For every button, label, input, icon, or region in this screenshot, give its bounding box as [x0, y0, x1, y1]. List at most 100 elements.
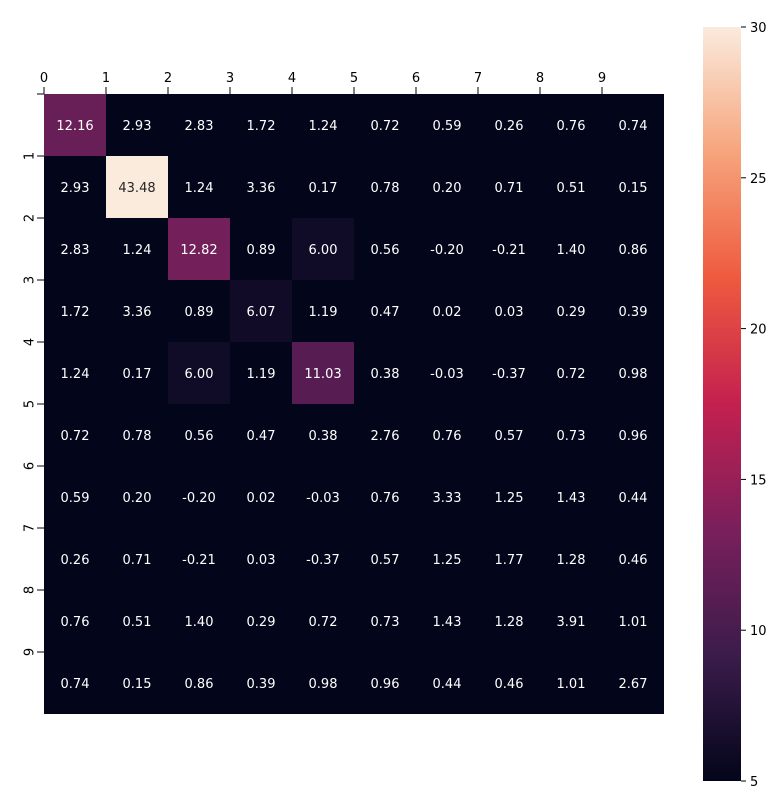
- cell-value-label: 0.57: [495, 429, 524, 444]
- x-tick-label: 5: [350, 71, 358, 86]
- y-tick-label: 8: [23, 586, 38, 594]
- cell-value-label: 0.72: [309, 615, 338, 630]
- heatmap-cell-r2-c9: [602, 218, 664, 280]
- x-tick-label: 1: [102, 71, 110, 86]
- heatmap-cell-r1-c0: [44, 156, 106, 218]
- cell-value-label: 2.93: [61, 181, 90, 196]
- x-tick-label: 0: [40, 71, 48, 86]
- y-tick-label: 6: [23, 462, 38, 470]
- heatmap-cell-r2-c2: [168, 218, 230, 280]
- y-tick-label: 2: [23, 214, 38, 222]
- heatmap-cell-r8-c3: [230, 590, 292, 652]
- cell-value-label: 1.19: [309, 305, 338, 320]
- heatmap-cell-r3-c0: [44, 280, 106, 342]
- heatmap-cell-r0-c0: [44, 94, 106, 156]
- heatmap-cell-r8-c8: [540, 590, 602, 652]
- cell-value-label: 6.07: [247, 305, 276, 320]
- cell-value-label: 0.39: [247, 677, 276, 692]
- cell-value-label: 0.74: [61, 677, 90, 692]
- cell-value-label: 0.15: [123, 677, 152, 692]
- heatmap-cell-r4-c9: [602, 342, 664, 404]
- heatmap-cell-r7-c8: [540, 528, 602, 590]
- heatmap-cell-r6-c2: [168, 466, 230, 528]
- cell-value-label: 0.86: [619, 243, 648, 258]
- cell-value-label: 1.40: [557, 243, 586, 258]
- cell-value-label: -0.03: [430, 367, 464, 382]
- cell-value-label: 0.15: [619, 181, 648, 196]
- cell-value-label: 3.33: [433, 491, 462, 506]
- cell-value-label: 0.44: [619, 491, 648, 506]
- heatmap-cell-r7-c7: [478, 528, 540, 590]
- x-tick-label: 3: [226, 71, 234, 86]
- x-tick-label: 7: [474, 71, 482, 86]
- cell-value-label: 0.73: [557, 429, 586, 444]
- heatmap-cell-r3-c3: [230, 280, 292, 342]
- cell-value-label: 1.24: [309, 119, 338, 134]
- cell-value-label: 0.96: [371, 677, 400, 692]
- cell-value-label: 0.26: [61, 553, 90, 568]
- cell-value-label: 0.89: [185, 305, 214, 320]
- heatmap-cell-r6-c8: [540, 466, 602, 528]
- heatmap-cell-r1-c9: [602, 156, 664, 218]
- cell-value-label: 3.36: [123, 305, 152, 320]
- heatmap-cell-r9-c2: [168, 652, 230, 714]
- cell-value-label: 0.02: [247, 491, 276, 506]
- cell-value-label: 0.74: [619, 119, 648, 134]
- cell-value-label: 1.72: [247, 119, 276, 134]
- heatmap-cell-r1-c4: [292, 156, 354, 218]
- heatmap-cell-r2-c0: [44, 218, 106, 280]
- cell-value-label: 0.20: [123, 491, 152, 506]
- cell-value-label: 0.47: [247, 429, 276, 444]
- cell-value-label: 0.38: [309, 429, 338, 444]
- heatmap-cell-r0-c7: [478, 94, 540, 156]
- heatmap-cell-r1-c1: [106, 156, 168, 218]
- x-axis: 0 1 2 3 4 5 6 7 8 9: [40, 71, 606, 94]
- heatmap-cell-r5-c9: [602, 404, 664, 466]
- x-tick-label: 4: [288, 71, 296, 86]
- cell-value-label: 2.83: [61, 243, 90, 258]
- cell-value-label: 0.96: [619, 429, 648, 444]
- heatmap-cell-r1-c3: [230, 156, 292, 218]
- cell-value-label: 0.51: [123, 615, 152, 630]
- cell-value-label: 2.67: [619, 677, 648, 692]
- cell-value-label: 1.24: [123, 243, 152, 258]
- heatmap-cell-r8-c1: [106, 590, 168, 652]
- heatmap-cell-r0-c6: [416, 94, 478, 156]
- cell-value-label: 1.01: [557, 677, 586, 692]
- colorbar: 5 10 15 20 25 30: [703, 21, 767, 790]
- cell-value-label: 1.24: [185, 181, 214, 196]
- heatmap-cell-r6-c1: [106, 466, 168, 528]
- y-tick-label: 9: [23, 648, 38, 656]
- cell-value-label: 1.19: [247, 367, 276, 382]
- heatmap-cell-r6-c6: [416, 466, 478, 528]
- cell-value-label: -0.20: [430, 243, 464, 258]
- cell-value-label: 0.71: [123, 553, 152, 568]
- cell-value-label: 0.03: [495, 305, 524, 320]
- cell-value-label: -0.37: [306, 553, 340, 568]
- heatmap-cell-r7-c6: [416, 528, 478, 590]
- heatmap-cell-r9-c3: [230, 652, 292, 714]
- cell-value-label: 1.25: [495, 491, 524, 506]
- cell-value-label: -0.21: [182, 553, 216, 568]
- cell-value-label: 0.59: [61, 491, 90, 506]
- colorbar-tick-label: 5: [750, 775, 758, 790]
- heatmap-cell-r8-c7: [478, 590, 540, 652]
- heatmap-cell-r8-c5: [354, 590, 416, 652]
- heatmap-cell-r3-c2: [168, 280, 230, 342]
- cell-value-label: -0.20: [182, 491, 216, 506]
- heatmap-cell-r3-c1: [106, 280, 168, 342]
- cell-value-label: 0.17: [309, 181, 338, 196]
- heatmap-cell-r6-c5: [354, 466, 416, 528]
- heatmap-cell-r0-c9: [602, 94, 664, 156]
- colorbar-tick-label: 25: [750, 172, 767, 187]
- y-tick-label: 3: [23, 276, 38, 284]
- cell-value-label: 0.98: [309, 677, 338, 692]
- cell-value-label: 11.03: [304, 367, 341, 382]
- heatmap-cell-r9-c9: [602, 652, 664, 714]
- cell-value-label: 3.36: [247, 181, 276, 196]
- cell-value-label: 0.03: [247, 553, 276, 568]
- cell-value-label: 0.46: [495, 677, 524, 692]
- cell-value-label: 6.00: [185, 367, 214, 382]
- heatmap-cell-r4-c5: [354, 342, 416, 404]
- heatmap-cell-r8-c9: [602, 590, 664, 652]
